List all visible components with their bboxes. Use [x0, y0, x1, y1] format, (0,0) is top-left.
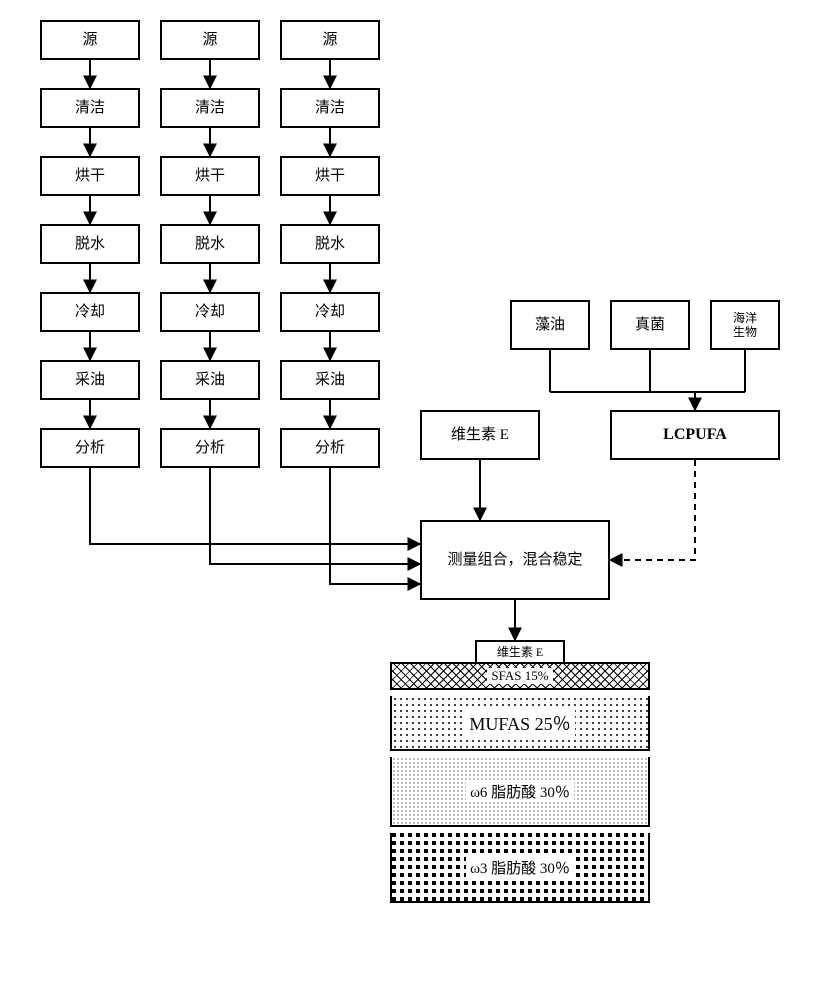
process-step: 冷却: [160, 292, 260, 332]
process-step: 分析: [160, 428, 260, 468]
process-step: 烘干: [160, 156, 260, 196]
result-layer: SFAS 15%: [390, 662, 650, 690]
process-step: 清洁: [160, 88, 260, 128]
process-step: 脱水: [40, 224, 140, 264]
result-layer: MUFAS 25％: [390, 696, 650, 751]
process-step: 源: [40, 20, 140, 60]
flowchart-root: 源清洁烘干脱水冷却采油分析源清洁烘干脱水冷却采油分析源清洁烘干脱水冷却采油分析藻…: [20, 20, 803, 980]
process-step: 脱水: [280, 224, 380, 264]
source-box: 真菌: [610, 300, 690, 350]
process-step: 分析: [40, 428, 140, 468]
process-step: 冷却: [40, 292, 140, 332]
process-step: 清洁: [280, 88, 380, 128]
process-step: 清洁: [40, 88, 140, 128]
source-box: 藻油: [510, 300, 590, 350]
process-step: 源: [280, 20, 380, 60]
result-layer: ω6 脂肪酸 30％: [390, 757, 650, 827]
vitamin-e-box: 维生素 E: [420, 410, 540, 460]
process-step: 源: [160, 20, 260, 60]
process-step: 烘干: [280, 156, 380, 196]
process-step: 冷却: [280, 292, 380, 332]
result-vitamin-e-tab: 维生素 E: [475, 640, 565, 662]
result-layer-label: ω6 脂肪酸 30％: [466, 781, 574, 802]
lcpufa-box: LCPUFA: [610, 410, 780, 460]
mix-box: 测量组合，混合稳定: [420, 520, 610, 600]
process-step: 烘干: [40, 156, 140, 196]
process-step: 采油: [40, 360, 140, 400]
process-step: 采油: [160, 360, 260, 400]
process-step: 采油: [280, 360, 380, 400]
process-step: 脱水: [160, 224, 260, 264]
result-layer-label: SFAS 15%: [487, 668, 552, 684]
result-layer: ω3 脂肪酸 30％: [390, 833, 650, 903]
result-layer-label: MUFAS 25％: [465, 710, 574, 736]
process-step: 分析: [280, 428, 380, 468]
result-layer-label: ω3 脂肪酸 30％: [466, 857, 574, 878]
source-box: 海洋 生物: [710, 300, 780, 350]
